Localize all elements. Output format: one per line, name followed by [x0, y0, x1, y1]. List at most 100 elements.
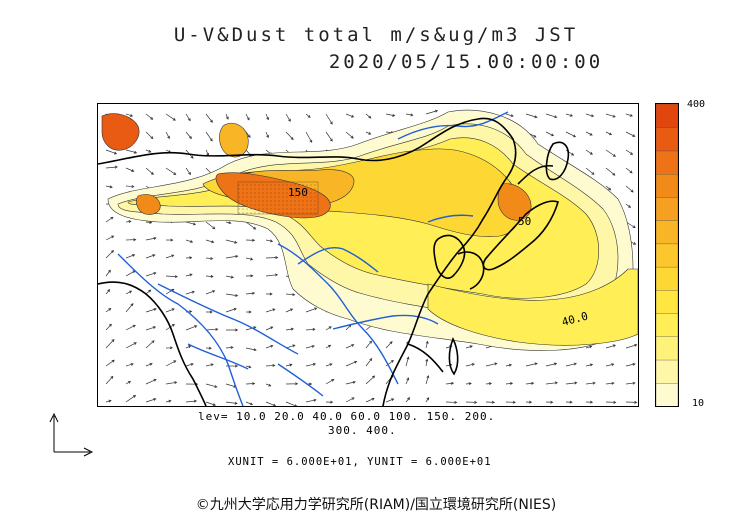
wind-vector [285, 131, 294, 141]
wind-vector [605, 113, 616, 118]
wind-vector [305, 327, 316, 331]
wind-vector [205, 149, 210, 157]
wind-vector [465, 382, 472, 386]
wind-vector [625, 167, 633, 174]
wind-vector [125, 303, 134, 313]
wind-vector [125, 395, 137, 403]
wind-vector [105, 235, 115, 241]
wind-vector [305, 398, 317, 403]
dust-west-blob [136, 194, 161, 215]
wind-vector [625, 131, 636, 137]
wind-vector [125, 270, 136, 277]
wind-vector [325, 113, 333, 125]
wind-vector [545, 113, 558, 119]
wind-vector [585, 345, 593, 349]
wind-vector [265, 344, 274, 349]
colorbar-step [655, 243, 679, 268]
wind-vector [125, 324, 136, 331]
wind-vector [225, 346, 234, 350]
wind-vector [145, 236, 157, 241]
wind-vector [285, 308, 294, 313]
wind-vector [105, 289, 111, 295]
colorbar-step [655, 289, 679, 314]
colorbar-max-label: 400 [687, 99, 706, 110]
wind-vector [185, 113, 191, 122]
wind-vector [525, 362, 538, 367]
wind-vector [425, 109, 439, 115]
wind-vector [145, 149, 152, 153]
wind-vector [185, 167, 191, 176]
wind-vector [185, 345, 192, 349]
wind-vector [125, 290, 133, 295]
wind-vector [565, 149, 575, 156]
wind-vector [165, 275, 178, 279]
wind-vector [205, 401, 217, 406]
wind-vector [165, 131, 170, 140]
wind-vector [245, 274, 254, 278]
wind-vector [585, 167, 595, 175]
wind-vector [345, 113, 355, 118]
wind-vector [565, 131, 577, 138]
wind-vector [185, 399, 198, 403]
wind-vector [585, 149, 593, 155]
wind-vector [225, 293, 239, 297]
wind-vector [105, 339, 115, 349]
wind-vector [145, 220, 153, 224]
wind-vector [605, 381, 615, 385]
wind-vector [185, 131, 192, 140]
wind-vector [405, 377, 410, 385]
wind-vector [265, 401, 277, 406]
wind-vector [165, 308, 175, 313]
dust-band-300-dots [237, 181, 319, 215]
wind-vector [225, 113, 229, 120]
wind-vector [145, 131, 154, 140]
map-datetime: 2020/05/15.00:00:00 [328, 51, 604, 73]
wind-vector [145, 308, 157, 313]
wind-vector [265, 273, 279, 277]
wind-vector [365, 340, 373, 349]
colorbar-step [655, 312, 679, 338]
wind-vector [205, 290, 216, 295]
wind-vector [425, 397, 430, 403]
wind-vector [125, 342, 137, 349]
wind-vector [225, 254, 239, 259]
wind-vector [325, 363, 333, 367]
reference-vector-icon [49, 412, 94, 457]
contour-levels-line1: lev= 10.0 20.0 40.0 60.0 100. 150. 200. [198, 410, 496, 423]
dust-concentration-layers [101, 109, 638, 351]
wind-vector [265, 308, 276, 313]
map-title: U-V&Dust total m/s&ug/m3 JST [173, 24, 579, 46]
wind-vector [125, 184, 135, 188]
wind-vector [105, 216, 114, 223]
wind-vector [265, 292, 273, 296]
wind-vector [345, 380, 356, 385]
wind-vector [165, 238, 174, 242]
wind-vector [185, 239, 194, 243]
wind-vector [265, 256, 279, 260]
wind-vector [185, 325, 198, 331]
wind-vector [185, 362, 194, 367]
colorbar-step [655, 173, 679, 198]
wind-vector [625, 149, 634, 155]
wind-vector [105, 165, 118, 169]
wind-vector [145, 362, 153, 367]
wind-vector [125, 149, 138, 154]
wind-vector [605, 167, 616, 176]
contour-label-150: 150 [288, 186, 308, 199]
wind-vector [205, 383, 218, 388]
dust-pacific-plume [427, 268, 638, 346]
wind-vector [505, 113, 514, 118]
wind-vector [345, 397, 355, 403]
wind-vector [245, 401, 254, 406]
wind-vector [345, 344, 355, 349]
wind-vector [565, 400, 573, 404]
dust-map-panel: 150 50 40.0 [97, 103, 639, 407]
wind-vector [605, 149, 616, 157]
wind-vector [165, 381, 178, 385]
wind-vector [385, 398, 395, 403]
wind-vector [605, 400, 617, 404]
wind-vector [425, 375, 430, 385]
wind-vector [505, 400, 516, 404]
wind-vector [245, 257, 254, 261]
wind-vector [305, 362, 317, 367]
